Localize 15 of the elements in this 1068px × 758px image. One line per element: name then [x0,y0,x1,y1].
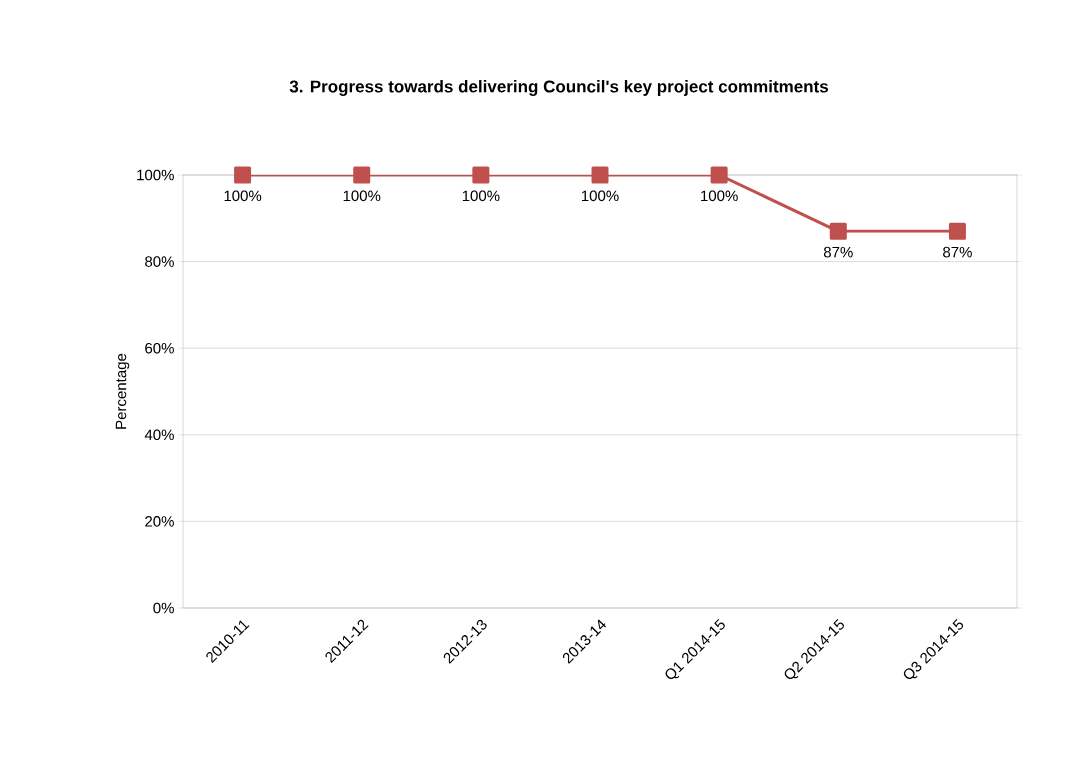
y-tick-label: 20% [145,516,174,527]
data-label: 87% [823,246,853,258]
y-tick-label: 60% [145,342,174,354]
y-axis-title: Percentage [115,353,130,429]
data-label: 100% [343,190,381,202]
chart-title: 3. Progress towards delivering Council's key project commitments [289,80,828,96]
y-tick-label: 0% [153,602,174,614]
y-tick-label: 80% [145,256,174,267]
data-label: 100% [224,190,262,202]
y-tick-label: 40% [144,429,174,441]
y-tick-label: 100% [137,169,174,181]
data-label: 100% [701,190,738,202]
data-label: 100% [581,190,619,202]
data-label: 87% [943,246,972,258]
data-label: 100% [462,190,500,202]
